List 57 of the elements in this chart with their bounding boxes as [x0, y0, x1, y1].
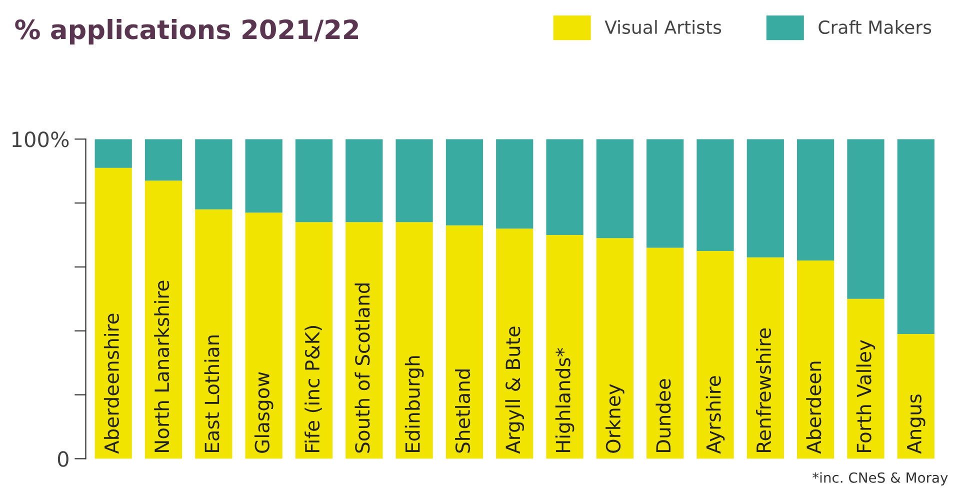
- bar: [646, 139, 684, 248]
- bar: [195, 209, 232, 459]
- bar: [847, 139, 884, 299]
- legend-label: Craft Makers: [818, 20, 932, 34]
- x-tick-label: Ayrshire: [706, 376, 725, 454]
- bar: [195, 139, 232, 210]
- bar: [546, 234, 584, 459]
- y-tick-label: 0: [58, 451, 68, 467]
- bar: [897, 334, 934, 459]
- bar: [94, 168, 132, 459]
- bar: [496, 228, 534, 459]
- bar: [446, 139, 484, 226]
- bar: [94, 139, 132, 168]
- bar: [797, 139, 834, 261]
- bar: [144, 139, 182, 181]
- x-tick-label: Edinburgh: [404, 356, 424, 452]
- bar: [346, 139, 383, 222]
- bar: [295, 222, 333, 459]
- bar: [797, 260, 834, 459]
- x-tick-label: East Lothian: [204, 335, 220, 452]
- bar: [897, 139, 934, 334]
- bar: [346, 222, 383, 459]
- x-tick-label: Aberdeenshire: [104, 314, 119, 454]
- bar: [144, 180, 182, 459]
- bar: [396, 139, 433, 222]
- bar: [446, 225, 484, 459]
- x-tick-label: Highlands*: [555, 348, 574, 452]
- chart-title: % applications 2021/22: [15, 18, 358, 44]
- bar: [746, 257, 784, 459]
- x-tick-label: Angus: [907, 394, 926, 454]
- x-tick-label: Dundee: [656, 379, 671, 452]
- y-tick-label: 100%: [12, 132, 69, 148]
- bar: [847, 298, 884, 459]
- bar: [696, 250, 734, 459]
- bar: [546, 139, 584, 235]
- bar: [245, 139, 282, 213]
- bar: [496, 139, 534, 229]
- x-tick-label: Renfrewshire: [756, 328, 772, 452]
- bar: [295, 139, 333, 222]
- x-tick-label: South of Scotland: [354, 284, 370, 453]
- bar: [696, 139, 734, 251]
- x-tick-label: Fife (inc P&K): [304, 326, 322, 452]
- bar: [646, 248, 684, 459]
- x-tick-label: Glasgow: [254, 372, 274, 453]
- bar: [746, 139, 784, 258]
- x-tick-label: Orkney: [606, 384, 624, 453]
- x-tick-label: Shetland: [455, 369, 470, 453]
- bar: [396, 222, 433, 459]
- text: *inc. CNeS & Moray: [812, 472, 948, 486]
- x-tick-label: Aberdeen: [806, 362, 822, 454]
- legend-label: Visual Artists: [604, 20, 722, 34]
- x-tick-label: Forth Valley: [856, 340, 876, 452]
- bar: [596, 238, 634, 459]
- bar: [245, 212, 282, 459]
- x-tick-label: Argyll & Bute: [505, 326, 524, 454]
- bar: [596, 139, 634, 238]
- x-tick-label: North Lanarkshire: [154, 280, 170, 452]
